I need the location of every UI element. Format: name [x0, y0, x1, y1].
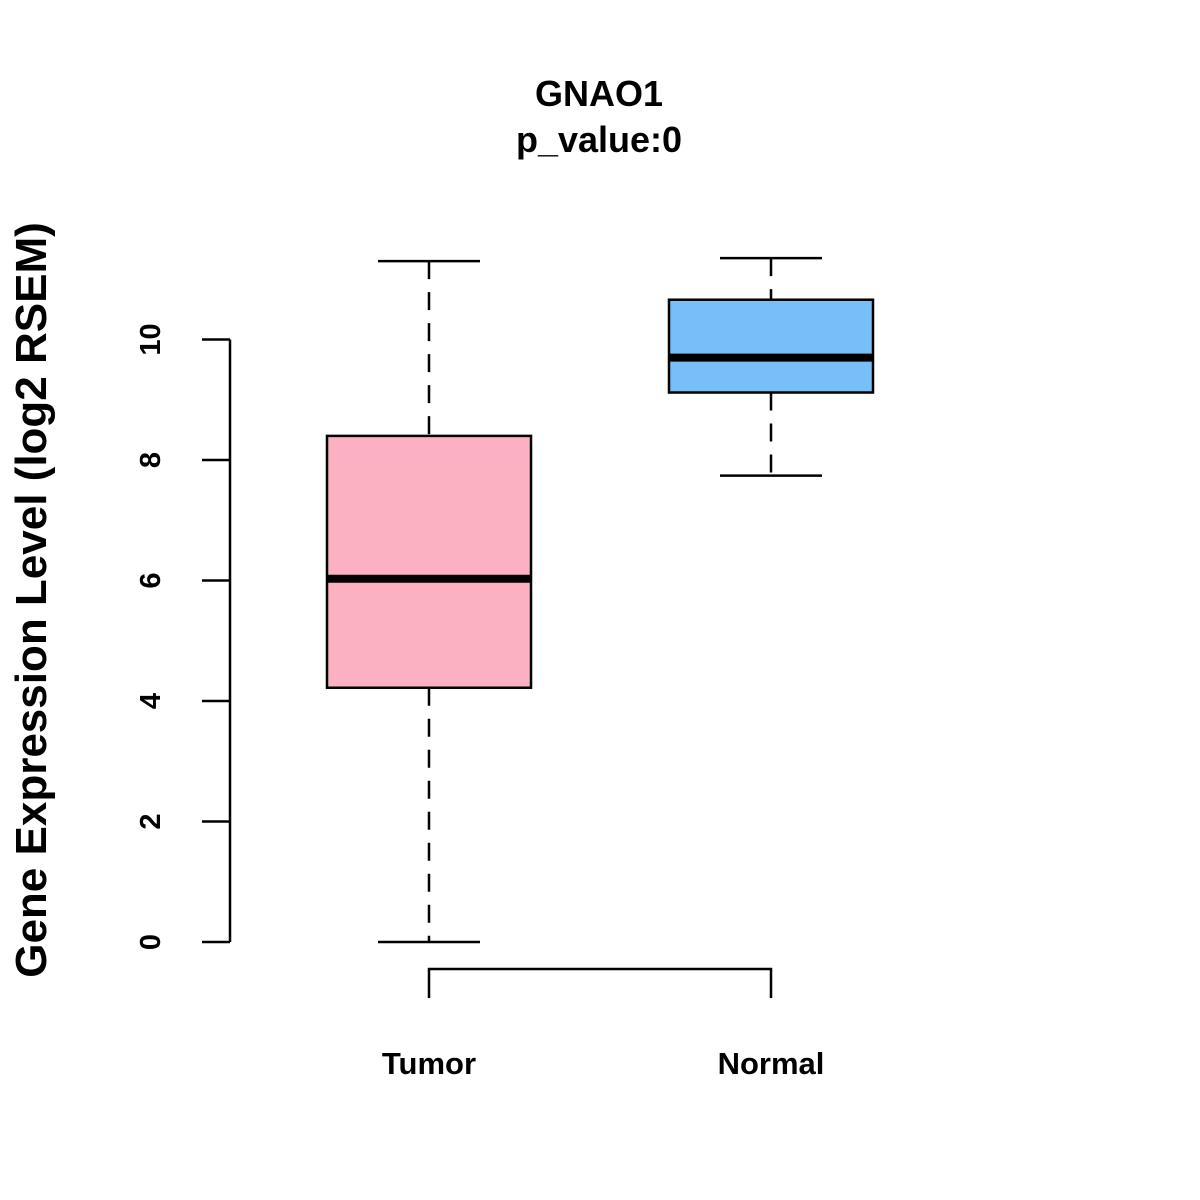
chart-title: GNAO1: [535, 73, 663, 114]
box-iqr: [325, 434, 533, 689]
bracket-line: [427, 967, 773, 998]
y-tick-label: 2: [135, 813, 167, 829]
chart-subtitle: p_value:0: [516, 119, 682, 160]
y-tick-label: 0: [135, 934, 167, 950]
y-axis-label: Gene Expression Level (log2 RSEM): [7, 222, 56, 978]
box-group: [325, 256, 875, 944]
category-label-normal: Normal: [718, 1046, 825, 1081]
box-tumor: [325, 259, 533, 944]
category-labels: Tumor Normal: [382, 1046, 824, 1081]
y-tick-label: 6: [135, 572, 167, 588]
box-normal: [667, 256, 875, 477]
box-iqr: [667, 298, 875, 394]
category-label-tumor: Tumor: [382, 1046, 476, 1081]
y-axis: 0 2 4 6 8 10: [135, 323, 232, 950]
y-tick-label: 4: [135, 693, 167, 709]
comparison-bracket: [427, 967, 773, 998]
y-tick-label: 8: [135, 452, 167, 468]
y-tick-label: 10: [135, 323, 167, 355]
